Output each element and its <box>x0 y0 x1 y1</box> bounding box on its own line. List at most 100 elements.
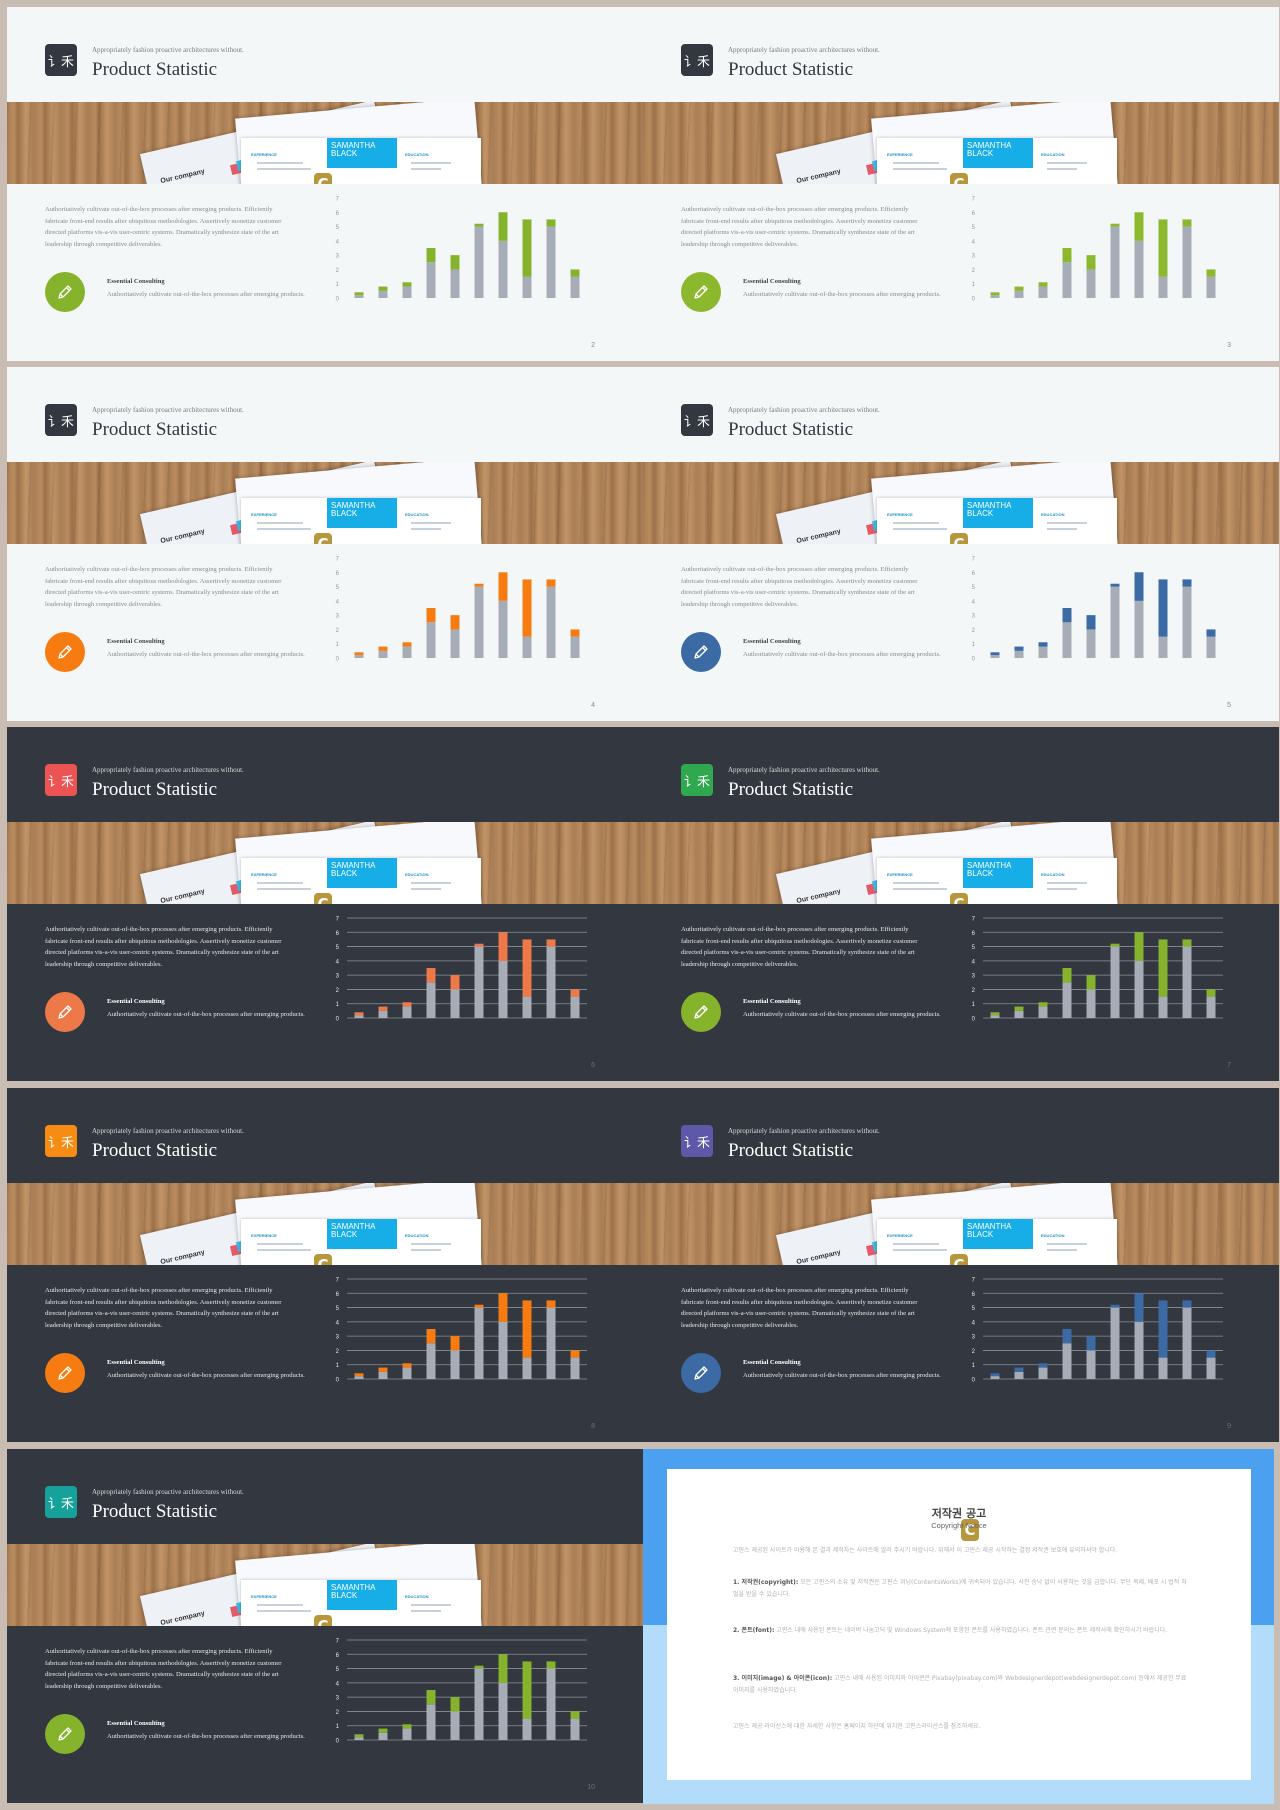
pencil-icon-circle <box>45 632 85 672</box>
bar-base-segment <box>1086 269 1096 298</box>
bar-base-segment <box>1062 262 1072 298</box>
bar-accent-segment <box>402 282 412 287</box>
logo-glyph: 讠禾 <box>47 414 74 430</box>
feature-title: Essential Consulting <box>107 998 165 1005</box>
slide-9: 讠禾 Appropriately fashion proactive archi… <box>643 1088 1279 1442</box>
page-number-text: 4 <box>591 702 595 709</box>
intro-paragraph: Authoritatively cultivate out-of-the-box… <box>45 1287 282 1329</box>
bar-accent-segment <box>1014 1367 1024 1372</box>
feature-title: Essential Consulting <box>107 278 165 285</box>
slide-title: Product Statistic <box>728 779 854 800</box>
bar-accent-segment <box>546 219 556 227</box>
y-tick-label: 5 <box>972 585 976 591</box>
bar-base-segment <box>450 989 460 1018</box>
resume-line <box>893 1243 939 1245</box>
y-tick-label: 4 <box>336 239 340 245</box>
desk-photo: Our company SAMANTHA BLACK EXPERIENCE ED… <box>7 462 643 544</box>
slide-2: 讠禾 Appropriately fashion proactive archi… <box>7 7 643 361</box>
resume-experience-label: EXPERIENCE <box>887 872 913 877</box>
y-tick-label: 5 <box>972 945 976 951</box>
desk-photo: Our company SAMANTHA BLACK EXPERIENCE ED… <box>7 822 643 904</box>
resume-experience-label: EXPERIENCE <box>251 1233 277 1238</box>
bar-base-segment <box>1158 636 1168 658</box>
bar-accent-segment <box>990 1373 1000 1377</box>
y-tick-label: 4 <box>336 1681 340 1687</box>
slide-body: Authoritatively cultivate out-of-the-box… <box>7 904 643 1081</box>
page-number: 2 <box>591 342 595 349</box>
resume-line <box>411 522 451 524</box>
bar-chart: 0 1 2 3 4 5 6 7 <box>325 912 605 1037</box>
notice-item-image-head: 3. 이미지(image) & 아이콘(icon): <box>733 1675 833 1682</box>
resume-line <box>893 882 939 884</box>
resume-line <box>411 888 441 890</box>
bar-chart: 0 1 2 3 4 5 6 7 <box>961 1273 1241 1398</box>
y-tick-label: 2 <box>336 988 340 994</box>
slide-body: Authoritatively cultivate out-of-the-box… <box>643 1265 1279 1442</box>
bar-base-segment <box>426 1343 436 1379</box>
bar-base-segment <box>522 996 532 1018</box>
desk-photo: Our company SAMANTHA BLACK EXPERIENCE ED… <box>7 102 643 184</box>
bar-accent-segment <box>1110 223 1120 227</box>
y-tick-label: 3 <box>972 974 976 980</box>
y-tick-label: 0 <box>336 1017 340 1023</box>
y-tick-label: 2 <box>336 628 340 634</box>
logo-glyph: 讠禾 <box>47 54 74 70</box>
bar-accent-segment <box>570 1711 580 1719</box>
bar-accent-segment <box>378 1728 388 1733</box>
bar-base-segment <box>426 1704 436 1740</box>
y-tick-label: 4 <box>972 239 976 245</box>
logo-icon: 讠禾 <box>681 404 713 436</box>
resume-education-label: EDUCATION <box>1041 1233 1065 1238</box>
company-text: Our company <box>159 168 206 184</box>
bar-accent-segment <box>1110 943 1120 947</box>
feature-text: Authoritatively cultivate out-of-the-box… <box>107 1011 305 1018</box>
bar-base-segment <box>1086 629 1096 658</box>
pencil-icon <box>58 1727 72 1741</box>
company-text: Our company <box>159 1610 206 1626</box>
bar-base-segment <box>1110 946 1120 1018</box>
resume-experience-label: EXPERIENCE <box>251 512 277 517</box>
feature-title: Essential Consulting <box>107 1359 165 1366</box>
bar-base-segment <box>498 600 508 658</box>
bar-base-segment <box>498 1321 508 1379</box>
page-number-text: 2 <box>591 342 595 349</box>
notice-item-font-text: 고핀스 내에 사용된 폰트는 네이버 나눔고딕 및 Windows System… <box>774 1627 1168 1634</box>
bar-base-segment <box>354 1376 364 1379</box>
slide-header: 讠禾 Appropriately fashion proactive archi… <box>7 1449 643 1544</box>
resume-name: SAMANTHA BLACK <box>327 858 397 888</box>
logo-icon: 讠禾 <box>45 1125 77 1157</box>
resume-name: SAMANTHA BLACK <box>327 1219 397 1249</box>
slide-title: Product Statistic <box>92 419 218 440</box>
bar-chart: 0 1 2 3 4 5 6 7 <box>961 552 1241 677</box>
notice-item-copyright-head: 1. 저작권(copyright): <box>733 1579 799 1586</box>
desk-photo: Our company SAMANTHA BLACK EXPERIENCE ED… <box>7 1544 643 1626</box>
notice-item-font-head: 2. 폰트(font): <box>733 1627 775 1634</box>
resume-line <box>411 1604 451 1606</box>
y-tick-label: 3 <box>336 1335 340 1341</box>
y-tick-label: 0 <box>972 1017 976 1023</box>
bar-accent-segment <box>354 1012 364 1016</box>
y-tick-label: 0 <box>336 1378 340 1384</box>
y-tick-label: 7 <box>336 1278 340 1284</box>
y-tick-label: 7 <box>336 917 340 923</box>
bar-base-segment <box>1014 1371 1024 1379</box>
resume-experience-label: EXPERIENCE <box>887 152 913 157</box>
bar-base-segment <box>426 982 436 1018</box>
notice-title: 저작권 공고 <box>931 1507 987 1520</box>
notice-subtitle: Copyright Notice <box>931 1521 987 1530</box>
y-tick-label: 6 <box>336 1292 340 1298</box>
desk-photo: Our company SAMANTHA BLACK EXPERIENCE ED… <box>643 102 1279 184</box>
company-text: Our company <box>795 888 842 904</box>
y-tick-label: 1 <box>336 1002 340 1008</box>
intro-paragraph: Authoritatively cultivate out-of-the-box… <box>45 926 282 968</box>
slide-title: Product Statistic <box>92 1140 218 1161</box>
logo-glyph: 讠禾 <box>683 774 710 790</box>
page-number-text: 5 <box>1227 702 1231 709</box>
page-number: 3 <box>1227 342 1231 349</box>
bar-base-segment <box>1206 1357 1216 1379</box>
bar-accent-segment <box>450 255 460 270</box>
intro-paragraph: Authoritatively cultivate out-of-the-box… <box>681 926 918 968</box>
bar-base-segment <box>1182 226 1192 298</box>
y-tick-label: 0 <box>972 657 976 663</box>
bar-base-segment <box>1086 1350 1096 1379</box>
